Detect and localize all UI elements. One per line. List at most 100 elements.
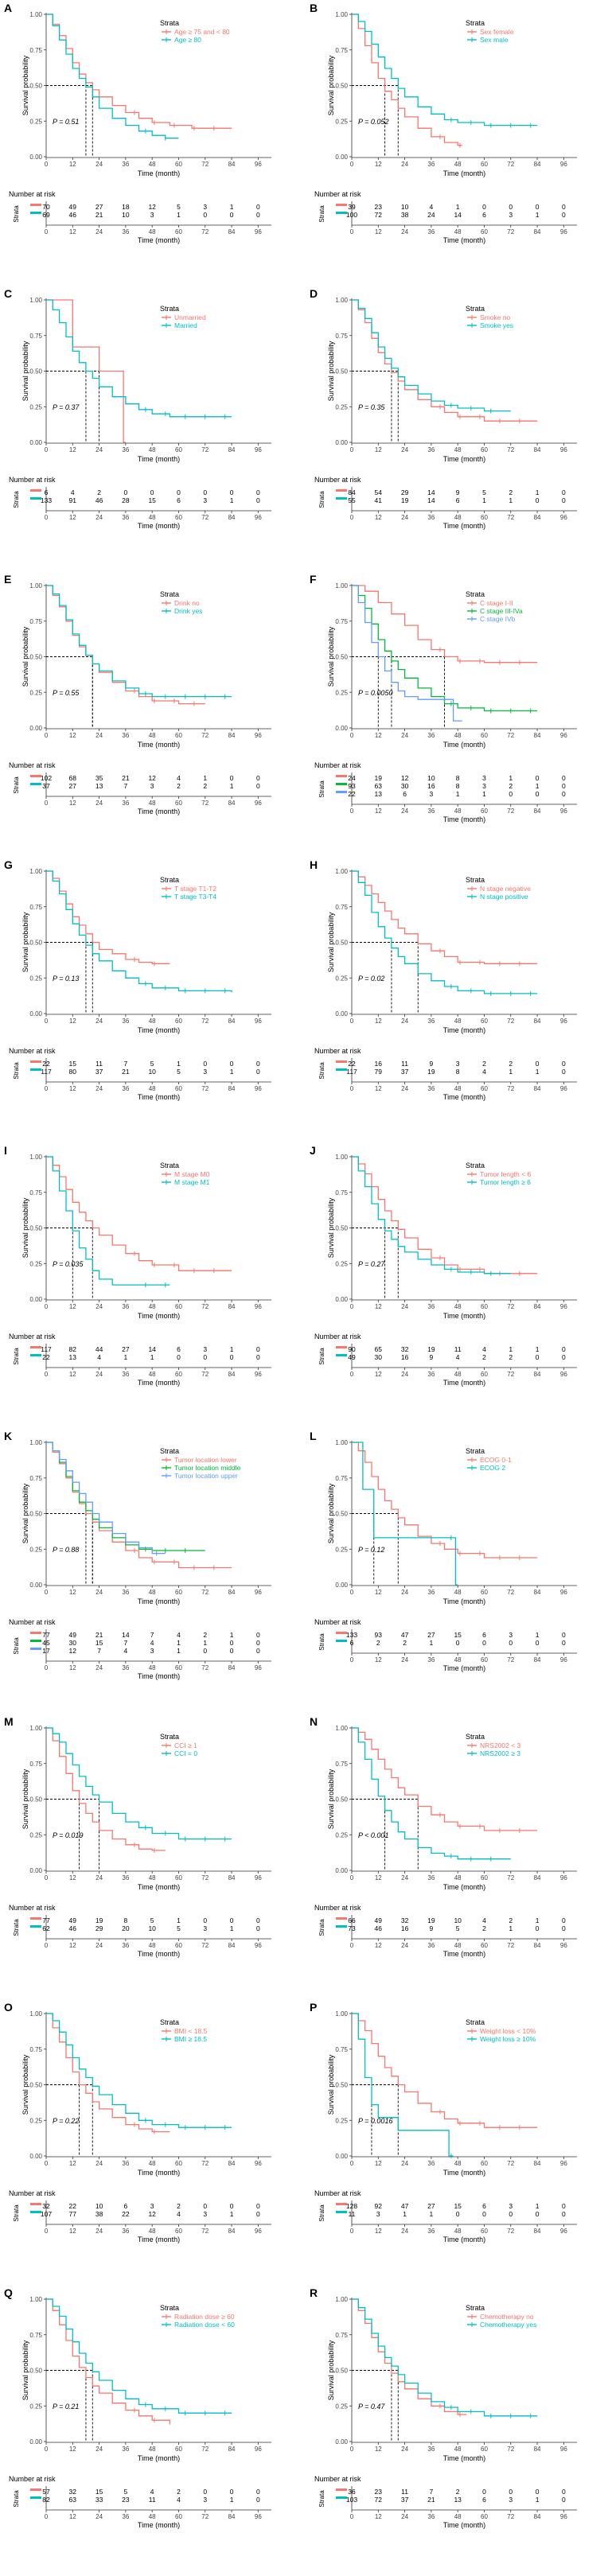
y-axis-label: Survival probability (21, 2054, 29, 2115)
risk-x-tick-label: 96 (255, 2228, 262, 2235)
risk-count: 3 (376, 2210, 380, 2218)
risk-count: 72 (375, 211, 383, 219)
p-value: P = 0.13 (53, 975, 79, 983)
x-tick-label: 72 (507, 2446, 514, 2453)
risk-x-tick-label: 60 (481, 807, 488, 815)
risk-count: 4 (177, 1631, 181, 1639)
risk-count: 1 (203, 774, 207, 782)
risk-count: 10 (401, 203, 409, 211)
legend-label: Age ≥ 75 and < 80 (174, 28, 230, 36)
risk-x-tick-label: 0 (350, 1371, 354, 1378)
km-panel-g: G 0.00 0.25 0.50 0.75 1.00 0 12 24 36 48 60 72 84 96 Su… (1, 858, 306, 1144)
survival-curve-1 (46, 14, 232, 129)
risk-count: 15 (69, 1060, 77, 1068)
km-panel-f: F 0.00 0.25 0.50 0.75 1.00 0 12 24 36 48 60 72 84 96 Su… (306, 573, 612, 858)
risk-count: 0 (124, 488, 128, 496)
risk-x-tick-label: 24 (401, 514, 408, 521)
risk-count: 2 (376, 1639, 380, 1647)
risk-row-color-key (30, 489, 41, 492)
risk-count: 69 (42, 211, 50, 219)
risk-count: 4 (482, 1916, 486, 1924)
risk-count: 0 (536, 1353, 540, 1361)
risk-count: 82 (69, 1345, 77, 1353)
risk-x-tick-label: 12 (375, 1656, 382, 1664)
km-panel-n: N 0.00 0.25 0.50 0.75 1.00 0 12 24 36 48 60 72 84 96 Su… (306, 1715, 612, 2001)
risk-strata-label: Strata (318, 1062, 325, 1080)
x-tick-label: 96 (560, 1874, 567, 1881)
risk-x-tick-label: 36 (122, 228, 129, 235)
risk-count: 7 (124, 782, 128, 790)
risk-count: 73 (348, 1924, 356, 1932)
y-tick-label: 0.00 (29, 1010, 42, 1018)
risk-row-color-key (336, 2203, 347, 2205)
y-axis-label: Survival probability (327, 340, 335, 401)
risk-x-tick-label: 96 (255, 1085, 262, 1092)
risk-count: 0 (562, 790, 566, 798)
risk-x-tick-label: 96 (255, 2513, 262, 2520)
x-tick-label: 96 (255, 2160, 262, 2167)
risk-count: 14 (427, 488, 435, 496)
x-tick-label: 72 (201, 446, 209, 453)
x-tick-label: 96 (560, 2160, 567, 2167)
risk-x-tick-label: 48 (454, 2228, 462, 2235)
risk-x-tick-label: 72 (201, 1942, 209, 1949)
p-value: P = 0.035 (53, 1260, 84, 1268)
x-tick-label: 24 (401, 2160, 408, 2167)
x-tick-label: 36 (427, 732, 435, 739)
x-tick-label: 0 (45, 1874, 49, 1881)
y-tick-label: 0.75 (29, 2046, 42, 2053)
survival-curve-1 (46, 2013, 170, 2133)
legend-title: Strata (466, 1447, 485, 1455)
legend-label: Unmarried (174, 313, 206, 321)
x-tick-label: 24 (96, 1018, 103, 1025)
legend-label: NRS2002 < 3 (480, 1741, 521, 1749)
risk-count: 37 (401, 1068, 409, 1076)
x-tick-label: 72 (507, 1018, 514, 1025)
panel-label: M (4, 1715, 14, 1728)
x-tick-label: 60 (175, 1303, 182, 1310)
risk-count: 32 (401, 1345, 409, 1353)
risk-count: 3 (509, 2496, 513, 2504)
x-tick-label: 12 (69, 2446, 76, 2453)
risk-count: 49 (69, 1631, 77, 1639)
risk-count: 5 (150, 1060, 154, 1068)
y-tick-label: 0.00 (29, 439, 42, 446)
x-tick-label: 12 (375, 1874, 382, 1881)
y-tick-label: 1.00 (29, 1725, 42, 1732)
survival-curve-1 (352, 14, 462, 146)
x-tick-label: 84 (534, 2446, 541, 2453)
x-tick-label: 48 (149, 161, 156, 168)
risk-count: 1 (230, 1068, 234, 1076)
km-chart: I0.000.250.500.751.000 12 24 36 48 60 72 84 96Su… (4, 1144, 271, 1387)
risk-x-tick-label: 96 (560, 1656, 567, 1664)
risk-count: 22 (348, 1060, 356, 1068)
risk-strata-label: Strata (318, 1919, 325, 1936)
x-tick-label: 72 (201, 2160, 209, 2167)
survival-curve-1 (352, 870, 538, 964)
risk-x-tick-label: 96 (560, 1942, 567, 1949)
y-axis-label: Survival probability (21, 2340, 29, 2400)
x-tick-label: 24 (401, 732, 408, 739)
risk-count: 0 (562, 488, 566, 496)
p-value: P = 0.0016 (358, 2117, 392, 2125)
risk-count: 0 (509, 1639, 513, 1647)
risk-count: 35 (96, 774, 103, 782)
risk-count: 21 (122, 1068, 130, 1076)
risk-count: 10 (148, 1924, 156, 1932)
x-tick-label: 36 (427, 1874, 435, 1881)
risk-count: 0 (256, 2202, 260, 2210)
risk-x-tick-label: 0 (45, 228, 49, 235)
risk-x-tick-label: 12 (375, 807, 382, 815)
x-axis-label: Time (month) (443, 2454, 485, 2462)
risk-x-tick-label: 36 (427, 2513, 435, 2520)
risk-count: 13 (454, 2496, 462, 2504)
risk-count: 0 (256, 496, 260, 504)
risk-x-tick-label: 12 (69, 1085, 76, 1092)
y-tick-label: 1.00 (29, 868, 42, 875)
risk-count: 0 (203, 2202, 207, 2210)
risk-count: 11 (149, 2496, 156, 2504)
risk-x-tick-label: 36 (122, 2228, 129, 2235)
y-tick-label: 0.75 (335, 2332, 348, 2339)
risk-x-tick-label: 48 (149, 1664, 156, 1671)
y-tick-label: 1.00 (335, 297, 348, 304)
